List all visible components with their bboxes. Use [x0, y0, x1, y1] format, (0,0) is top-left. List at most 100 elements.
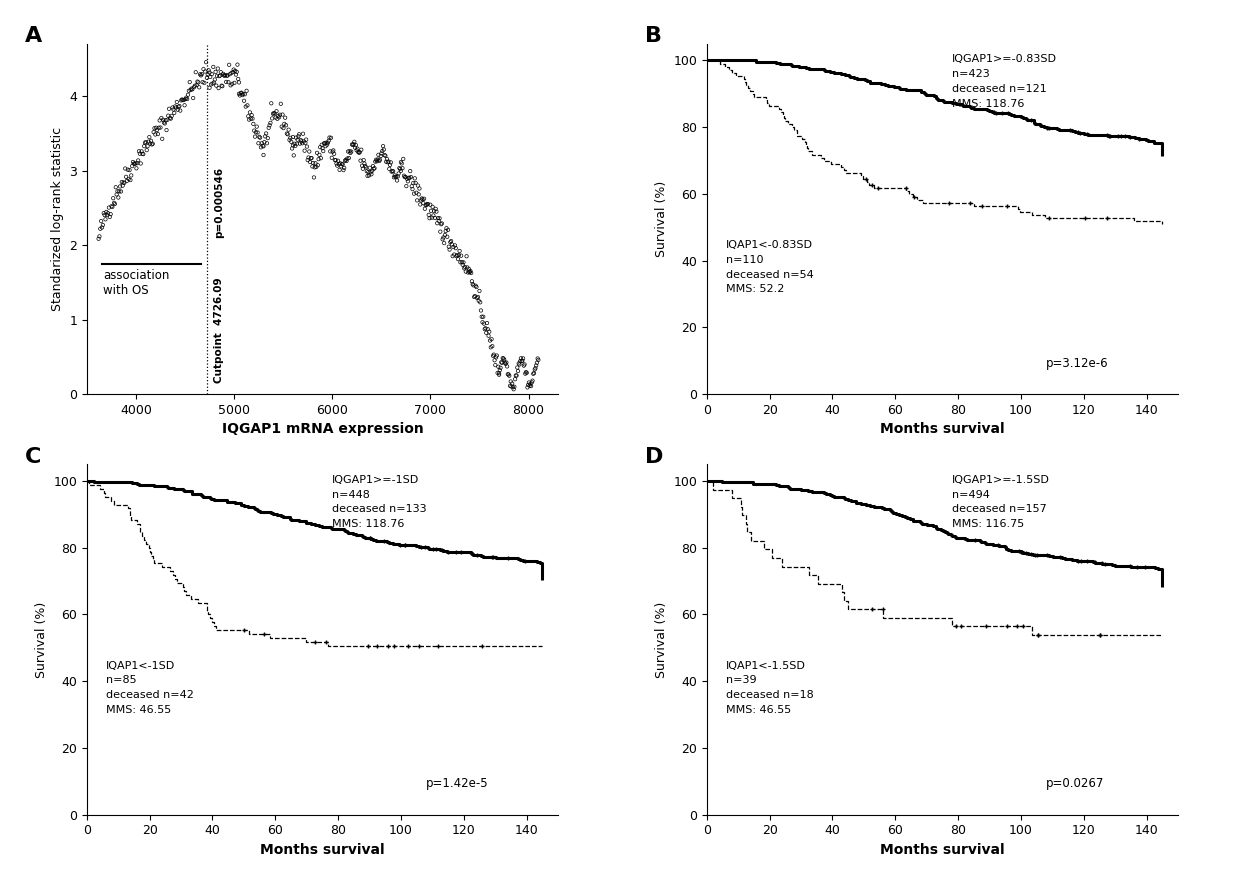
Point [161, 109, 181, 123]
Point [389, 161, 409, 175]
Point [522, 374, 542, 388]
Point [125, 157, 145, 171]
Point [151, 111, 171, 125]
Point [371, 149, 391, 163]
Point [233, 87, 253, 101]
Point [501, 374, 521, 388]
Point [296, 132, 316, 146]
Point [236, 100, 255, 114]
Point [97, 205, 117, 219]
Point [184, 91, 203, 105]
Point [347, 142, 367, 156]
Text: IQGAP1>=-1.5SD
n=494
deceased n=157
MMS: 116.75: IQGAP1>=-1.5SD n=494 deceased n=157 MMS:… [952, 475, 1050, 529]
Y-axis label: Survival (%): Survival (%) [35, 601, 47, 678]
Point [280, 131, 300, 145]
Point [458, 260, 477, 274]
Point [330, 156, 350, 170]
Point [339, 145, 358, 159]
Point [255, 130, 275, 144]
Point [357, 169, 377, 183]
Point [332, 157, 352, 171]
Text: p=3.12e-6: p=3.12e-6 [1047, 357, 1109, 370]
Point [118, 163, 138, 177]
Point [326, 157, 346, 171]
Point [471, 303, 491, 317]
Point [218, 68, 238, 82]
Point [481, 340, 501, 354]
Point [453, 258, 472, 272]
X-axis label: Months survival: Months survival [880, 843, 1004, 857]
Point [350, 145, 370, 159]
Point [135, 136, 155, 150]
Point [298, 139, 317, 153]
Point [290, 137, 310, 151]
Text: IQAP1<-1SD
n=85
deceased n=42
MMS: 46.55: IQAP1<-1SD n=85 deceased n=42 MMS: 46.55 [105, 661, 193, 715]
Point [216, 75, 236, 89]
Point [108, 184, 128, 198]
Point [166, 101, 186, 115]
Point [496, 356, 516, 370]
Point [470, 295, 490, 309]
Point [345, 141, 365, 155]
Point [463, 274, 482, 288]
Point [187, 78, 207, 92]
Point [268, 112, 288, 126]
Point [365, 161, 384, 175]
Point [179, 88, 198, 102]
Point [472, 315, 492, 329]
Point [187, 74, 207, 88]
Point [262, 96, 281, 110]
Point [434, 237, 454, 251]
Point [330, 163, 350, 177]
Text: p=0.0267: p=0.0267 [1047, 777, 1105, 790]
Point [167, 95, 187, 109]
Point [397, 179, 417, 193]
Y-axis label: Survival (%): Survival (%) [655, 601, 667, 678]
Point [399, 171, 419, 185]
Point [494, 351, 513, 365]
Point [148, 123, 167, 137]
Point [521, 377, 541, 391]
Point [216, 68, 236, 82]
Point [415, 201, 435, 215]
Point [435, 224, 455, 238]
Point [126, 161, 146, 175]
Point [97, 208, 117, 223]
Point [139, 135, 159, 149]
Point [383, 165, 403, 179]
Point [205, 75, 224, 89]
Point [498, 367, 518, 381]
Point [134, 147, 154, 161]
Point [285, 137, 305, 151]
Point [293, 127, 312, 141]
Point [516, 365, 536, 379]
Point [443, 249, 463, 263]
Point [263, 107, 283, 121]
Point [384, 170, 404, 184]
Point [393, 152, 413, 166]
Point [351, 153, 371, 167]
Point [352, 159, 372, 173]
Point [308, 146, 327, 160]
Point [228, 72, 248, 86]
Point [412, 192, 432, 206]
Point [381, 158, 401, 172]
Point [304, 171, 324, 185]
Point [423, 208, 443, 223]
Point [372, 146, 392, 160]
Point [422, 204, 441, 218]
Point [510, 357, 529, 371]
Point [460, 265, 480, 279]
Point [300, 155, 320, 169]
Point [279, 133, 299, 147]
Point [267, 104, 286, 118]
Point [327, 159, 347, 173]
Point [346, 138, 366, 152]
Point [215, 68, 234, 82]
Point [340, 145, 360, 159]
Point [495, 352, 515, 366]
Point [119, 172, 139, 186]
Point [315, 137, 335, 151]
Point [451, 249, 471, 263]
Point [239, 113, 259, 127]
